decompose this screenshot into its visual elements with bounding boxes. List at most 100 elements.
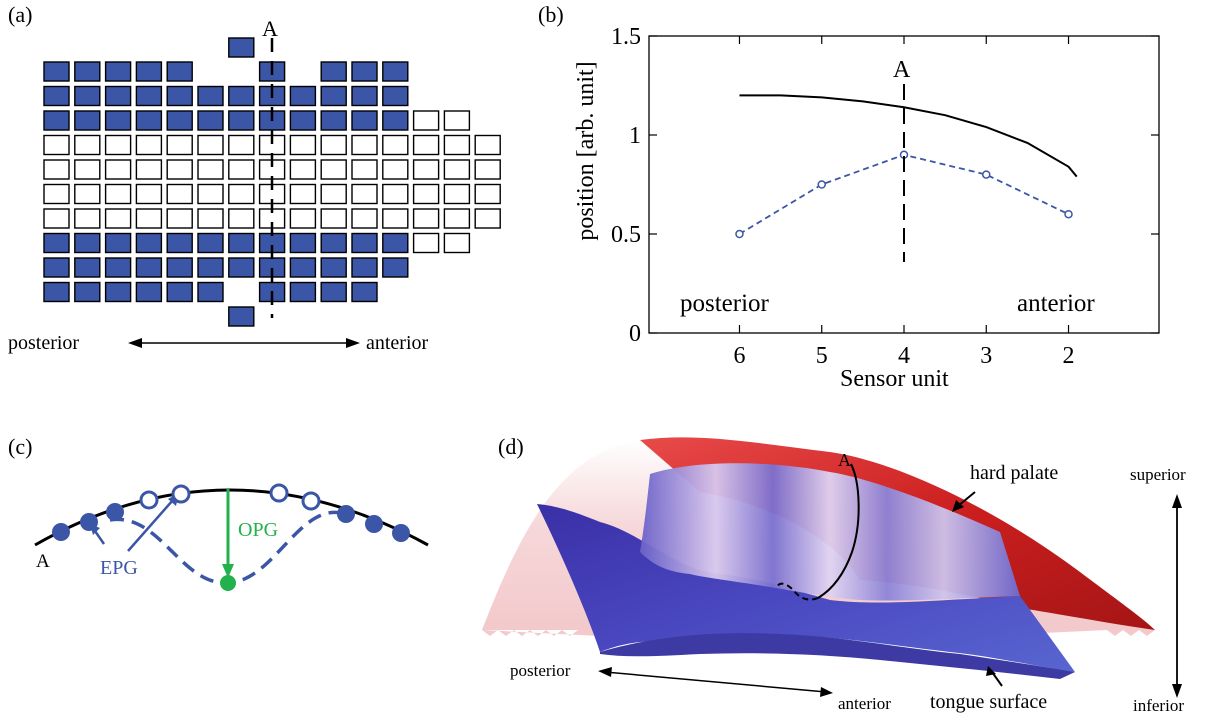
electrode-inactive bbox=[443, 110, 471, 131]
electrode-active bbox=[135, 85, 163, 107]
electrode-active bbox=[228, 85, 255, 107]
electrode-active bbox=[43, 232, 70, 254]
sensor-filled bbox=[80, 513, 98, 531]
electrode-active bbox=[320, 257, 347, 278]
chart-anterior-label: anterior bbox=[1017, 290, 1095, 317]
marker-a-label: A bbox=[262, 16, 278, 41]
position-chart: 0 0.5 1 1.5 6 5 4 3 2 bbox=[611, 24, 1160, 369]
electrode-inactive bbox=[382, 183, 409, 205]
electrode-inactive bbox=[228, 159, 255, 180]
x-tick-label: 3 bbox=[980, 343, 992, 369]
electrode-inactive bbox=[443, 183, 471, 205]
chart-ylabel: position [arb. unit] bbox=[573, 61, 599, 241]
panel-d-label: (d) bbox=[498, 434, 524, 459]
y-tick-label: 0.5 bbox=[611, 222, 641, 248]
chart-xlabel: Sensor unit bbox=[840, 366, 949, 392]
sensor-open bbox=[171, 484, 191, 504]
chart-marker-a: A bbox=[893, 57, 911, 83]
electrode-active bbox=[228, 257, 255, 278]
electrode-inactive bbox=[382, 208, 409, 229]
sensor-filled bbox=[365, 515, 383, 533]
hard-palate-label: hard palate bbox=[970, 462, 1059, 484]
electrode-active bbox=[135, 61, 163, 82]
electrode-inactive bbox=[197, 159, 224, 180]
electrode-active bbox=[43, 85, 70, 107]
electrode-inactive bbox=[74, 159, 101, 180]
electrode-active bbox=[228, 110, 255, 131]
electrode-active bbox=[104, 85, 132, 107]
electrode-inactive bbox=[228, 183, 255, 205]
electrode-inactive bbox=[320, 183, 347, 205]
electrode-inactive bbox=[104, 183, 132, 205]
electrode-inactive bbox=[443, 232, 471, 254]
electrode-active bbox=[166, 85, 193, 107]
electrode-active bbox=[104, 281, 132, 303]
epg-label: EPG bbox=[100, 557, 138, 579]
series-point bbox=[982, 170, 991, 179]
tongue-surface-label: tongue surface bbox=[930, 691, 1048, 713]
electrode-inactive bbox=[412, 134, 440, 156]
panel-c-marker-a: A bbox=[36, 551, 50, 572]
superior-inferior-arrow bbox=[1172, 494, 1182, 698]
electrode-inactive bbox=[443, 208, 471, 229]
electrode-active bbox=[104, 61, 132, 82]
sensor-diagram bbox=[34, 483, 429, 591]
electrode-inactive bbox=[443, 134, 471, 156]
x-tick-label: 6 bbox=[733, 343, 745, 369]
x-tick-label: 5 bbox=[816, 343, 828, 369]
electrode-active bbox=[74, 281, 101, 303]
x-tick-label: 2 bbox=[1063, 343, 1075, 369]
electrode-active bbox=[166, 232, 193, 254]
posterior-label-3d: posterior bbox=[510, 661, 571, 680]
electrode-inactive bbox=[289, 183, 317, 205]
electrode-inactive bbox=[135, 159, 163, 180]
electrode-active bbox=[166, 281, 193, 303]
superior-label: superior bbox=[1130, 465, 1186, 484]
electrode-active bbox=[289, 232, 317, 254]
electrode-active bbox=[228, 37, 255, 58]
section-a-dashed bbox=[775, 582, 819, 601]
electrode-active bbox=[289, 85, 317, 107]
panel-d-marker-a: A bbox=[838, 450, 851, 470]
panel-b-label: (b) bbox=[538, 2, 564, 27]
electrode-active bbox=[320, 110, 347, 131]
electrode-inactive bbox=[166, 134, 193, 156]
electrode-inactive bbox=[74, 134, 101, 156]
electrode-active bbox=[197, 232, 224, 254]
electrode-inactive bbox=[197, 208, 224, 229]
electrode-inactive bbox=[166, 208, 193, 229]
electrode-active bbox=[351, 61, 378, 82]
electrode-inactive bbox=[351, 134, 378, 156]
electrode-active bbox=[43, 281, 70, 303]
sensor-open bbox=[269, 483, 289, 503]
electrode-active bbox=[43, 257, 70, 278]
electrode-active bbox=[135, 281, 163, 303]
tongue-fold bbox=[600, 633, 1075, 679]
sensor-filled bbox=[337, 505, 355, 523]
sensor-open bbox=[139, 490, 159, 510]
series-point bbox=[735, 229, 744, 239]
electrode-inactive bbox=[74, 183, 101, 205]
electrode-active bbox=[289, 281, 317, 303]
electrode-active bbox=[166, 110, 193, 131]
y-tick-label: 0 bbox=[629, 321, 641, 347]
posterior-anterior-arrow bbox=[128, 338, 360, 348]
electrode-inactive bbox=[412, 110, 440, 131]
electrode-active bbox=[74, 232, 101, 254]
electrode-inactive bbox=[197, 183, 224, 205]
electrode-inactive bbox=[382, 159, 409, 180]
electrode-active bbox=[351, 281, 378, 303]
electrode-active bbox=[382, 85, 409, 107]
electrode-inactive bbox=[197, 134, 224, 156]
electrode-inactive bbox=[382, 134, 409, 156]
electrode-active bbox=[320, 232, 347, 254]
opg-label: OPG bbox=[238, 519, 279, 541]
epg-grid bbox=[43, 37, 501, 348]
electrode-inactive bbox=[289, 159, 317, 180]
electrode-active bbox=[382, 232, 409, 254]
series-point bbox=[817, 180, 826, 189]
electrode-inactive bbox=[104, 159, 132, 180]
electrode-active bbox=[382, 257, 409, 278]
electrode-inactive bbox=[351, 159, 378, 180]
anterior-label-3d: anterior bbox=[838, 694, 891, 713]
